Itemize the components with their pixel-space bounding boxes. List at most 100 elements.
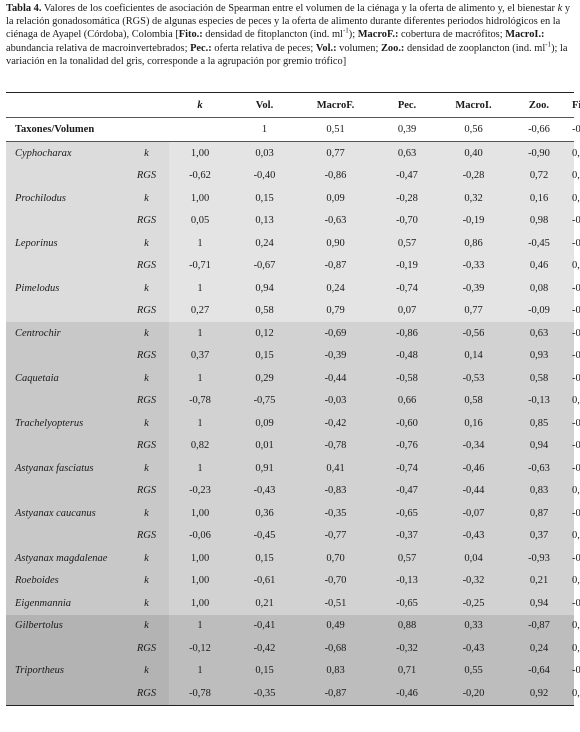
cell-k: 1 <box>169 277 231 300</box>
cell-k: -0,62 <box>169 164 231 187</box>
cell-macrof: -0,87 <box>298 682 373 706</box>
totals-macroi: 0,56 <box>441 117 506 142</box>
row-label: RGS <box>124 164 169 187</box>
cell-vol: 0,21 <box>231 592 298 615</box>
cell-macroi: -0,53 <box>441 367 506 390</box>
cell-macrof: 0,41 <box>298 457 373 480</box>
taxon-name <box>6 164 124 187</box>
cell-k: -0,78 <box>169 682 231 706</box>
cell-zoo: -0,93 <box>506 547 572 570</box>
caption-abbrev: Pec.: <box>190 42 212 54</box>
header-fito: Fito. <box>572 92 580 118</box>
caption-abbrev: Fito.: <box>178 29 203 41</box>
cell-zoo: -0,63 <box>506 457 572 480</box>
cell-zoo: -0,64 <box>506 659 572 682</box>
row-label: k <box>124 322 169 345</box>
row-label: RGS <box>124 389 169 412</box>
cell-zoo: -0,90 <box>506 141 572 165</box>
table-row: RGS-0,71-0,67-0,87-0,19-0,330,460,66 <box>6 254 580 277</box>
taxon-name <box>6 434 124 457</box>
cell-macroi: -0,34 <box>441 434 506 457</box>
table-row: Astyanax caucanus k 1,00 0,36 -0,35 -0,65 -0,0… <box>6 502 580 525</box>
cell-vol: 0,29 <box>231 367 298 390</box>
caption-abbrev: MacroI.: <box>505 29 545 41</box>
totals-macrof: 0,51 <box>298 117 373 142</box>
cell-macrof: 0,49 <box>298 614 373 637</box>
cell-k: 1 <box>169 412 231 435</box>
header-row: k Vol. MacroF. Pec. MacroI. Zoo. Fito. <box>6 92 580 118</box>
cell-macrof: -0,70 <box>298 569 373 592</box>
cell-fito: -0,87 <box>572 457 580 480</box>
cell-vol: -0,41 <box>231 614 298 637</box>
taxon-name <box>6 254 124 277</box>
cell-pec: -0,86 <box>373 322 441 345</box>
table-row: RGS-0,78-0,35-0,87-0,46-0,200,920,16 <box>6 682 580 706</box>
cell-fito: -0,51 <box>572 367 580 390</box>
row-label: RGS <box>124 209 169 232</box>
cell-k: 1,00 <box>169 547 231 570</box>
cell-macroi: 0,55 <box>441 659 506 682</box>
cell-zoo: 0,16 <box>506 187 572 210</box>
taxon-name: Pimelodus <box>6 277 124 300</box>
cell-pec: 0,88 <box>373 614 441 637</box>
cell-k: -0,06 <box>169 524 231 547</box>
cell-zoo: 0,72 <box>506 164 572 187</box>
totals-vol: 1 <box>231 117 298 142</box>
cell-macroi: 0,16 <box>441 412 506 435</box>
table-row: Cyphocharaxk1,000,030,770,630,40-0,900,2… <box>6 141 580 165</box>
cell-vol: 0,13 <box>231 209 298 232</box>
cell-macroi: 0,32 <box>441 187 506 210</box>
cell-macrof: -0,51 <box>298 592 373 615</box>
caption-text: cobertura de macrófitos; <box>398 29 506 41</box>
cell-zoo: -0,13 <box>506 389 572 412</box>
cell-pec: -0,46 <box>373 682 441 706</box>
cell-fito: -0,11 <box>572 322 580 345</box>
table-row: RGS-0,62-0,40-0,86-0,47-0,280,720,35 <box>6 164 580 187</box>
cell-vol: -0,75 <box>231 389 298 412</box>
cell-fito: 0,16 <box>572 682 580 706</box>
header-k: k <box>169 92 231 118</box>
caption-abbrev: MacroF.: <box>357 29 399 41</box>
header-vol: Vol. <box>231 92 298 118</box>
row-label: k <box>124 547 169 570</box>
taxon-name: Caquetaia <box>6 367 124 390</box>
cell-k: 0,27 <box>169 299 231 322</box>
cell-pec: -0,58 <box>373 367 441 390</box>
cell-vol: 0,12 <box>231 322 298 345</box>
cell-k: 1 <box>169 614 231 637</box>
cell-macroi: -0,19 <box>441 209 506 232</box>
row-label: RGS <box>124 434 169 457</box>
cell-vol: 0,36 <box>231 502 298 525</box>
cell-zoo: 0,63 <box>506 322 572 345</box>
cell-vol: 0,58 <box>231 299 298 322</box>
cell-fito: -0,91 <box>572 277 580 300</box>
cell-zoo: 0,92 <box>506 682 572 706</box>
row-label: k <box>124 592 169 615</box>
caption-text: y la relación gonadosomática (RGS) de al… <box>6 3 571 41</box>
cell-vol: 0,91 <box>231 457 298 480</box>
cell-pec: -0,76 <box>373 434 441 457</box>
cell-macroi: 0,14 <box>441 344 506 367</box>
cell-fito: 0,54 <box>572 637 580 660</box>
row-label: k <box>124 187 169 210</box>
cell-zoo: 0,24 <box>506 637 572 660</box>
cell-zoo: -0,45 <box>506 232 572 255</box>
cell-pec: -0,13 <box>373 569 441 592</box>
cell-zoo: 0,37 <box>506 524 572 547</box>
totals-label: Taxones/Volumen <box>6 117 169 142</box>
cell-fito: -0,42 <box>572 344 580 367</box>
cell-macrof: 0,77 <box>298 141 373 165</box>
row-label: RGS <box>124 637 169 660</box>
cell-k: 1 <box>169 232 231 255</box>
table-row: Eigenmannia k 1,00 0,21 -0,51 -0,65 -0,25 0,94-… <box>6 592 580 615</box>
cell-macrof: 0,79 <box>298 299 373 322</box>
cell-fito: -0,14 <box>572 659 580 682</box>
cell-macrof: 0,09 <box>298 187 373 210</box>
cell-fito: 0,80 <box>572 389 580 412</box>
row-label: RGS <box>124 299 169 322</box>
cell-macrof: -0,78 <box>298 434 373 457</box>
